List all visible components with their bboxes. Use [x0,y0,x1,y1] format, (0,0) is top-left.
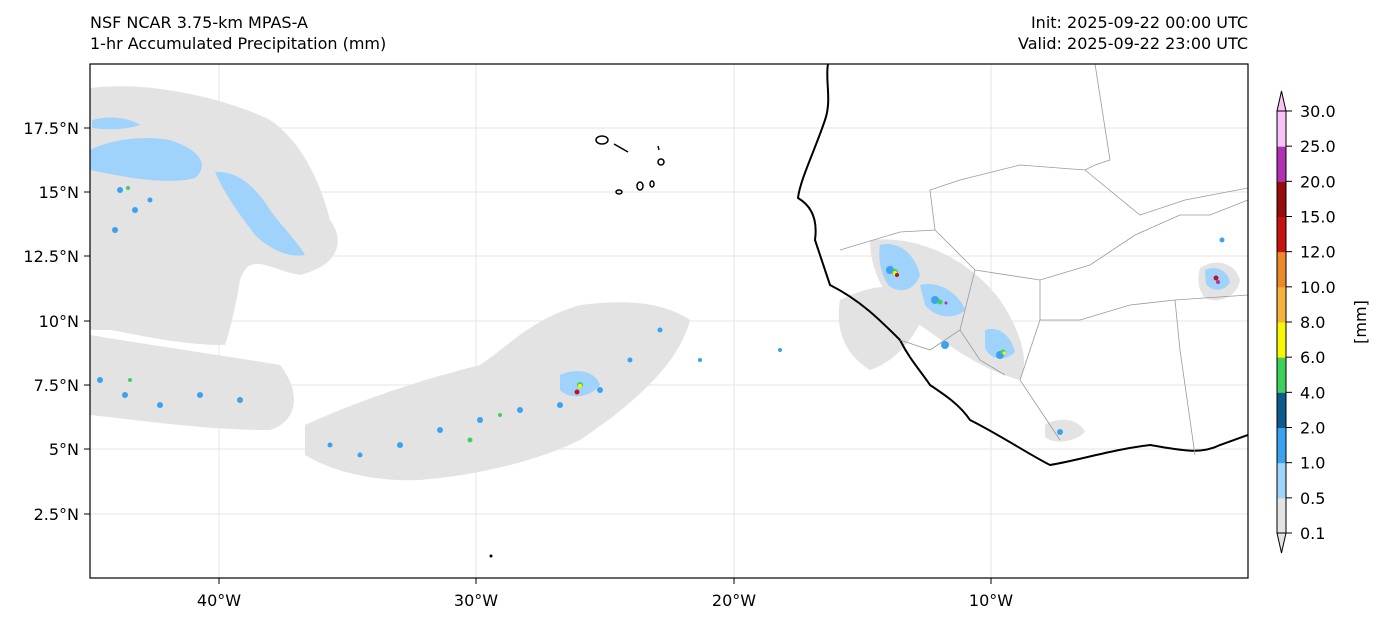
colorbar-segment [1277,497,1286,534]
colorbar-segment [1277,392,1286,428]
lon-label: 40°W [197,591,241,610]
lat-label: 12.5°N [23,247,79,266]
colorbar-tick-label: 2.0 [1300,419,1325,438]
small-island [489,554,493,558]
lat-label: 15°N [39,183,79,202]
colorbar-tick-label: 0.1 [1300,524,1325,543]
colorbar-segment [1277,146,1286,182]
lat-label: 2.5°N [34,505,79,524]
colorbar: 0.1 0.5 1.0 2.0 4.0 6.0 8.0 10.0 12.0 15.0 20.0 25.… [1276,90,1336,554]
colorbar-segment [1277,181,1286,217]
map-title: NSF NCAR 3.75-km MPAS-A 1-hr Accumulated… [90,12,386,54]
coastline [796,64,1248,467]
lon-label: 10°W [969,591,1013,610]
colorbar-tick-label: 4.0 [1300,383,1325,402]
colorbar-tick-label: 15.0 [1300,208,1336,227]
colorbar-segment [1277,462,1286,499]
colorbar-segment [1277,427,1286,464]
precip-cells [97,186,1225,458]
colorbar-segment [1277,357,1286,393]
colorbar-tick-label: 6.0 [1300,348,1325,367]
colorbar-segments [1277,111,1286,534]
colorbar-tick-label: 1.0 [1300,454,1325,473]
country-borders [839,64,1248,456]
colorbar-segment [1277,216,1286,253]
map-plot-area [90,64,1248,578]
title-line-1: NSF NCAR 3.75-km MPAS-A [90,13,308,32]
colorbar-unit-label: [mm] [1351,300,1370,344]
lat-label: 5°N [49,440,79,459]
lat-label: 10°N [39,312,79,331]
colorbar-segment [1277,111,1286,147]
lon-label: 20°W [712,591,756,610]
lon-labels: 40°W 30°W 20°W 10°W [197,591,1013,610]
colorbar-tick-label: 25.0 [1300,137,1336,156]
title-line-2: 1-hr Accumulated Precipitation (mm) [90,34,387,53]
precip-light-regions [90,86,1240,481]
cape-verde-islands [595,135,665,195]
lon-label: 30°W [454,591,498,610]
colorbar-segment [1277,322,1286,358]
axis-ticks [84,127,992,584]
colorbar-tick-label: 30.0 [1300,102,1336,121]
colorbar-tick-label: 12.0 [1300,243,1336,262]
colorbar-segment [1277,251,1286,288]
colorbar-segment [1277,286,1286,323]
colorbar-ticks: 0.1 0.5 1.0 2.0 4.0 6.0 8.0 10.0 12.0 15.0 20.0 25.… [1286,102,1336,543]
valid-time: Valid: 2025-09-22 23:00 UTC [1017,34,1248,53]
time-info: Init: 2025-09-22 00:00 UTC Valid: 2025-0… [1018,12,1248,54]
colorbar-tick-label: 10.0 [1300,278,1336,297]
precip-lightblue-regions [90,117,1230,397]
lat-label: 7.5°N [34,376,79,395]
colorbar-tick-label: 8.0 [1300,313,1325,332]
colorbar-tick-label: 20.0 [1300,172,1336,191]
colorbar-bottom-extension [1276,532,1287,554]
init-time: Init: 2025-09-22 00:00 UTC [1030,13,1248,32]
colorbar-tick-label: 0.5 [1300,489,1325,508]
colorbar-top-extension [1276,90,1287,112]
lat-label: 17.5°N [23,119,79,138]
lat-labels: 17.5°N 15°N 12.5°N 10°N 7.5°N 5°N 2.5°N [23,119,79,524]
